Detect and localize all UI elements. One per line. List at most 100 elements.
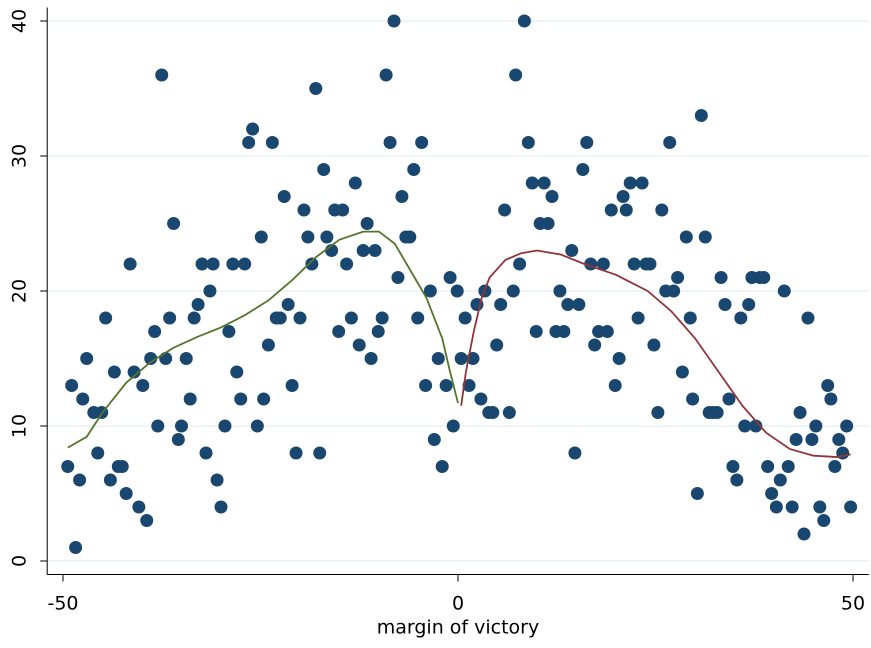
point (608, 379, 622, 392)
point (537, 176, 551, 190)
point (222, 325, 236, 338)
point (761, 460, 775, 473)
x-tick-label: 50 (841, 593, 865, 615)
point (391, 271, 405, 284)
point (305, 257, 319, 271)
point (805, 433, 819, 446)
point (257, 392, 271, 406)
point (840, 419, 854, 433)
point (757, 271, 771, 284)
point (297, 203, 311, 217)
point (261, 338, 275, 352)
point (769, 500, 783, 514)
point (474, 392, 488, 406)
point (789, 433, 803, 446)
point (734, 311, 748, 325)
point (557, 325, 571, 338)
x-tick-label: 0 (452, 593, 464, 615)
point (103, 473, 117, 487)
point (588, 338, 602, 352)
point (667, 284, 681, 298)
point (148, 325, 162, 338)
point (151, 419, 165, 433)
point (375, 311, 389, 325)
point (431, 352, 445, 365)
point (195, 257, 209, 271)
point (832, 433, 846, 446)
point (718, 298, 732, 311)
point (203, 284, 217, 298)
point (443, 271, 457, 284)
point (317, 163, 331, 176)
point (254, 230, 268, 244)
point (686, 392, 700, 406)
point (596, 257, 610, 271)
point (309, 82, 323, 95)
point (238, 257, 252, 271)
point (525, 176, 539, 190)
point (423, 284, 437, 298)
y-tick-label: 40 (9, 9, 31, 33)
y-tick-label: 20 (9, 279, 31, 303)
point (419, 379, 433, 392)
point (647, 338, 661, 352)
point (226, 257, 240, 271)
point (403, 230, 417, 244)
point (336, 203, 350, 217)
point (824, 392, 838, 406)
point (619, 203, 633, 217)
point (344, 311, 358, 325)
point (76, 392, 90, 406)
point (785, 500, 799, 514)
point (348, 176, 362, 190)
point (218, 419, 232, 433)
point (179, 352, 193, 365)
point (553, 284, 567, 298)
point (561, 298, 575, 311)
point (383, 136, 397, 149)
point (777, 284, 791, 298)
point (797, 527, 811, 541)
point (726, 460, 740, 473)
point (730, 473, 744, 487)
point (450, 284, 464, 298)
point (513, 257, 527, 271)
y-tick-label: 30 (9, 144, 31, 168)
point (281, 298, 295, 311)
point (679, 230, 693, 244)
point (738, 419, 752, 433)
point (183, 392, 197, 406)
point (643, 257, 657, 271)
point (722, 392, 736, 406)
point (206, 257, 220, 271)
point (115, 460, 129, 473)
point (119, 487, 133, 500)
point (273, 311, 287, 325)
point (623, 176, 637, 190)
point (498, 203, 512, 217)
point (458, 311, 472, 325)
point (765, 487, 779, 500)
point (612, 352, 626, 365)
point (521, 136, 535, 149)
point (107, 365, 121, 379)
point (230, 365, 244, 379)
point (415, 136, 429, 149)
point (568, 446, 582, 460)
point (91, 446, 105, 460)
fit-line (67, 230, 459, 449)
fit-line (460, 249, 851, 458)
point (360, 217, 374, 230)
point (742, 298, 756, 311)
x-axis-label: margin of victory (377, 617, 540, 639)
point (545, 190, 559, 203)
point (604, 203, 618, 217)
point (167, 217, 181, 230)
point (191, 298, 205, 311)
point (773, 473, 787, 487)
point (144, 352, 158, 365)
point (61, 460, 75, 473)
point (710, 406, 724, 419)
point (171, 433, 185, 446)
point (395, 190, 409, 203)
